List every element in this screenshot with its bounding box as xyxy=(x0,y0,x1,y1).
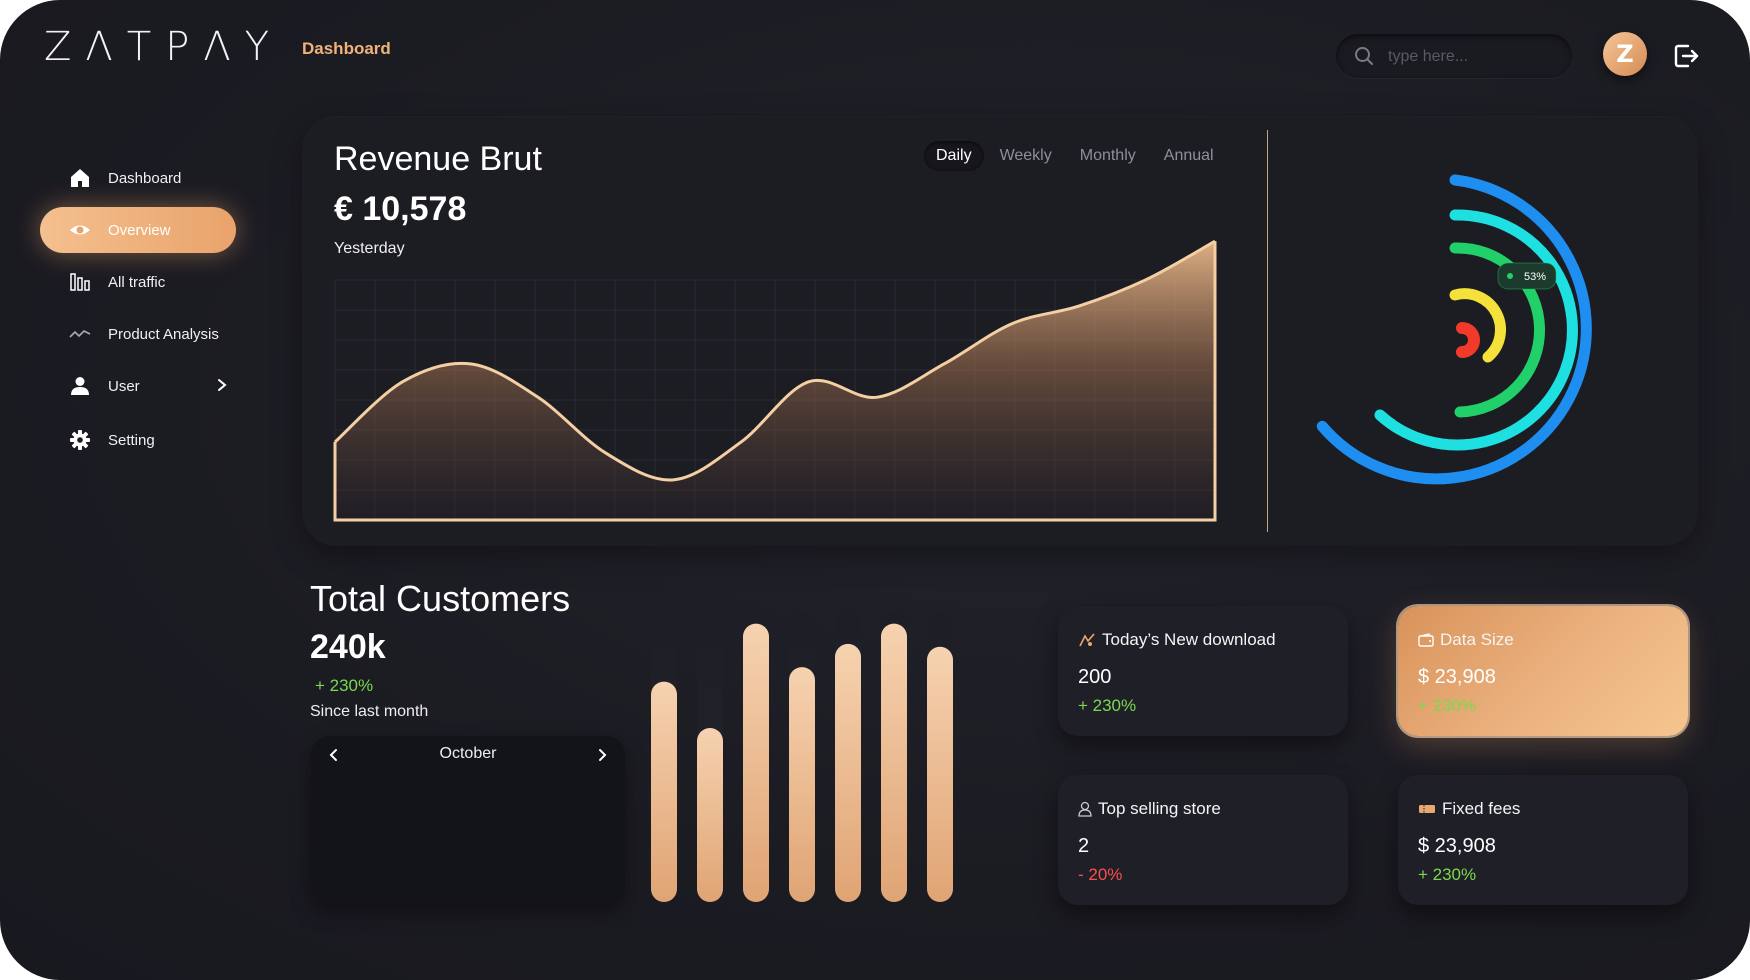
card-title-row: Top selling store xyxy=(1078,799,1221,819)
radial-progress-chart: 53% xyxy=(1316,174,1592,485)
eye-icon xyxy=(66,216,94,244)
bar xyxy=(651,681,677,902)
customers-value: 240k xyxy=(310,628,386,666)
sidebar-item-label: All traffic xyxy=(108,273,166,291)
ring-green xyxy=(1449,242,1546,418)
tab-weekly[interactable]: Weekly xyxy=(999,147,1052,164)
chevron-right-icon xyxy=(218,379,227,391)
sidebar-item-label: Setting xyxy=(108,431,155,449)
card-title: Data Size xyxy=(1440,630,1514,649)
revenue-subtitle: Yesterday xyxy=(334,240,405,257)
bar xyxy=(743,623,769,902)
card-value: $ 23,908 xyxy=(1418,666,1496,688)
download-hand-icon xyxy=(1079,633,1095,647)
logout-icon[interactable] xyxy=(1672,42,1700,70)
bar-columns-icon xyxy=(66,268,94,296)
bar xyxy=(835,643,861,902)
sidebar-item-label: Overview xyxy=(108,221,171,239)
bar xyxy=(927,646,953,902)
sidebar-item-setting[interactable]: Setting xyxy=(40,417,236,463)
card-data-size[interactable]: Data Size $ 23,908 + 230% xyxy=(1398,606,1688,736)
sidebar-item-label: Product Analysis xyxy=(108,325,219,343)
tab-annual[interactable]: Annual xyxy=(1163,147,1214,164)
card-value: $ 23,908 xyxy=(1418,835,1496,857)
month-calendar: October xyxy=(311,736,625,904)
tab-monthly[interactable]: Monthly xyxy=(1079,147,1136,164)
sidebar-item-label: Dashboard xyxy=(108,169,182,187)
card-fixed-fees[interactable]: Fixed fees $ 23,908 + 230% xyxy=(1398,775,1688,905)
bar xyxy=(697,728,723,902)
ticket-icon xyxy=(1419,805,1435,813)
tab-daily[interactable]: Daily xyxy=(924,141,984,171)
revenue-area-chart xyxy=(333,239,1217,522)
card-change: + 230% xyxy=(1418,696,1477,715)
sidebar-item-dashboard[interactable]: Dashboard xyxy=(40,155,236,201)
card-title-row: Today’s New download xyxy=(1078,630,1276,650)
sidebar-item-label: User xyxy=(108,377,140,395)
trend-line-icon xyxy=(66,320,94,348)
calendar-month: October xyxy=(439,745,497,762)
gear-icon xyxy=(66,426,94,454)
card-top-selling-store[interactable]: Top selling store 2 - 20% xyxy=(1058,775,1348,905)
card-value: 2 xyxy=(1078,835,1090,857)
user-icon xyxy=(66,372,94,400)
area-fill xyxy=(335,241,1215,520)
sidebar-item-product-analysis[interactable]: Product Analysis xyxy=(40,311,236,357)
home-icon xyxy=(66,164,94,192)
search-box[interactable] xyxy=(1336,34,1572,78)
customers-title: Total Customers xyxy=(310,578,571,619)
sidebar-item-overview[interactable]: Overview xyxy=(40,207,236,253)
app-logo: ZΛTPΛY xyxy=(44,24,284,70)
card-title: Today’s New download xyxy=(1102,630,1276,649)
card-title: Top selling store xyxy=(1098,799,1221,818)
sidebar-item-user[interactable]: User xyxy=(40,363,236,409)
wallet-icon xyxy=(1418,633,1434,647)
card-value: 200 xyxy=(1078,666,1112,688)
card-title: Fixed fees xyxy=(1442,799,1521,818)
search-icon xyxy=(1355,47,1373,65)
card-title-row: Fixed fees xyxy=(1418,799,1520,819)
ring-yellow xyxy=(1449,288,1506,363)
avatar[interactable]: Z xyxy=(1603,32,1647,76)
ring-blue xyxy=(1316,174,1592,485)
revenue-value: € 10,578 xyxy=(334,190,467,228)
breadcrumb[interactable]: Dashboard xyxy=(302,39,391,58)
card-change: + 230% xyxy=(1078,696,1137,715)
sidebar: Dashboard Overview All traffic Product A… xyxy=(40,155,236,469)
card-change: - 20% xyxy=(1078,865,1123,884)
customers-change: + 230% xyxy=(315,676,374,695)
search-input[interactable] xyxy=(1386,44,1560,70)
person-outline-icon xyxy=(1078,801,1092,817)
card-change: + 230% xyxy=(1418,865,1477,884)
card-new-download[interactable]: Today’s New download 200 + 230% xyxy=(1058,606,1348,736)
revenue-title: Revenue Brut xyxy=(334,140,542,178)
area-baseline xyxy=(333,241,1217,522)
ring-badge-dot-icon xyxy=(1507,273,1513,279)
card-title-row: Data Size xyxy=(1418,630,1514,650)
customers-subtitle: Since last month xyxy=(310,703,429,720)
bar xyxy=(881,623,907,902)
chevron-left-icon[interactable] xyxy=(329,748,339,762)
chevron-right-icon[interactable] xyxy=(597,748,607,762)
ring-badge-label: 53% xyxy=(1524,271,1546,283)
ring-badge xyxy=(1497,262,1557,290)
customers-bar-chart xyxy=(651,612,953,902)
ring-cyan xyxy=(1374,209,1578,451)
panel-divider xyxy=(1267,130,1268,532)
area-line xyxy=(334,239,1216,482)
sidebar-item-all-traffic[interactable]: All traffic xyxy=(40,259,236,305)
ring-red xyxy=(1456,322,1480,358)
bar xyxy=(789,667,815,902)
period-tabs: Daily Weekly Monthly Annual xyxy=(924,141,1226,171)
